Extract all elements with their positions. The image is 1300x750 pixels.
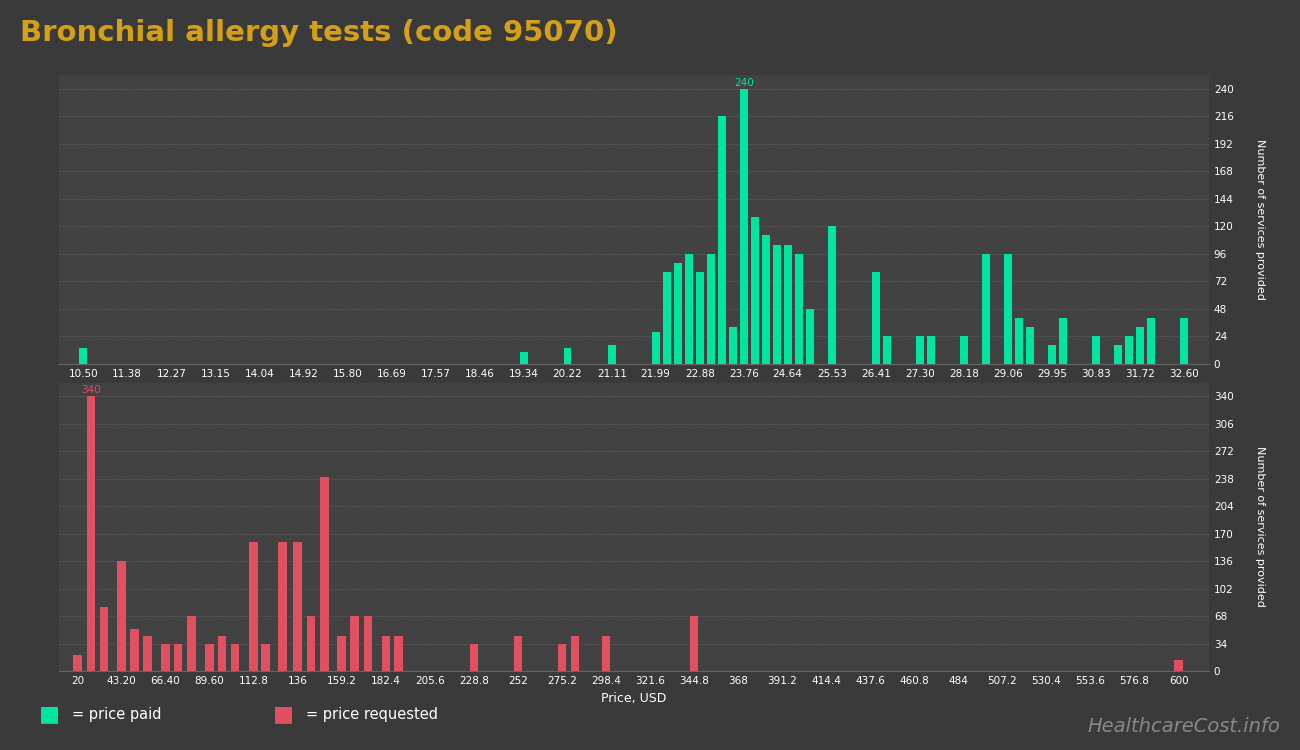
Bar (685, 254, 693, 364)
Text: 240: 240 (734, 77, 754, 88)
Bar (1180, 318, 1188, 364)
Bar (690, 616, 698, 671)
Bar (1026, 327, 1034, 364)
Bar (1114, 346, 1122, 364)
Bar (87, 396, 95, 671)
Bar (320, 477, 329, 671)
Bar (794, 254, 802, 364)
Bar (828, 226, 836, 364)
Bar (762, 236, 770, 364)
X-axis label: Price, USD: Price, USD (601, 384, 667, 398)
Text: 340: 340 (81, 386, 100, 395)
Bar (729, 327, 737, 364)
Bar (558, 644, 567, 671)
Bar (174, 644, 182, 671)
Bar (959, 336, 968, 364)
Bar (806, 309, 814, 364)
Bar (751, 217, 759, 364)
Bar (394, 636, 403, 671)
Text: Bronchial allergy tests (code 95070): Bronchial allergy tests (code 95070) (20, 19, 618, 46)
Bar (673, 263, 681, 364)
Bar (520, 352, 528, 364)
Bar (772, 244, 781, 364)
X-axis label: Price, USD: Price, USD (601, 692, 667, 705)
Bar (143, 636, 152, 671)
Bar (514, 636, 523, 671)
Text: HealthcareCost.info: HealthcareCost.info (1088, 718, 1280, 736)
Bar (1174, 660, 1183, 671)
Bar (307, 616, 316, 671)
Bar (205, 644, 214, 671)
Bar (217, 636, 226, 671)
Bar (364, 616, 372, 671)
Bar (784, 244, 792, 364)
Bar (651, 332, 659, 364)
Text: = price requested: = price requested (306, 706, 438, 722)
Bar (982, 254, 989, 364)
Bar (740, 88, 747, 364)
Bar (927, 336, 935, 364)
Bar (278, 542, 287, 671)
Text: ■: ■ (39, 704, 60, 724)
Bar (338, 636, 346, 671)
Bar (883, 336, 890, 364)
Bar (602, 636, 610, 671)
Bar (718, 116, 725, 364)
Bar (73, 655, 82, 671)
Bar (608, 346, 616, 364)
Bar (872, 272, 880, 364)
Bar (381, 636, 390, 671)
Y-axis label: Number of services provided: Number of services provided (1254, 139, 1265, 300)
Bar (571, 636, 580, 671)
Bar (130, 629, 139, 671)
Bar (79, 348, 87, 364)
Text: = price paid: = price paid (72, 706, 161, 722)
Bar (351, 616, 359, 671)
Bar (1004, 254, 1011, 364)
Bar (469, 644, 478, 671)
Bar (187, 616, 196, 671)
Bar (1060, 318, 1067, 364)
Bar (663, 272, 671, 364)
Bar (231, 644, 239, 671)
Bar (294, 542, 302, 671)
Bar (1126, 336, 1134, 364)
Bar (1015, 318, 1023, 364)
Bar (1092, 336, 1100, 364)
Bar (707, 254, 715, 364)
Bar (1147, 318, 1156, 364)
Bar (696, 272, 705, 364)
Bar (1136, 327, 1144, 364)
Bar (261, 644, 269, 671)
Bar (563, 348, 572, 364)
Bar (117, 561, 126, 671)
Text: ■: ■ (273, 704, 294, 724)
Bar (250, 542, 257, 671)
Bar (100, 607, 108, 671)
Bar (161, 644, 170, 671)
Y-axis label: Number of services provided: Number of services provided (1254, 446, 1265, 608)
Bar (916, 336, 924, 364)
Bar (1048, 346, 1056, 364)
